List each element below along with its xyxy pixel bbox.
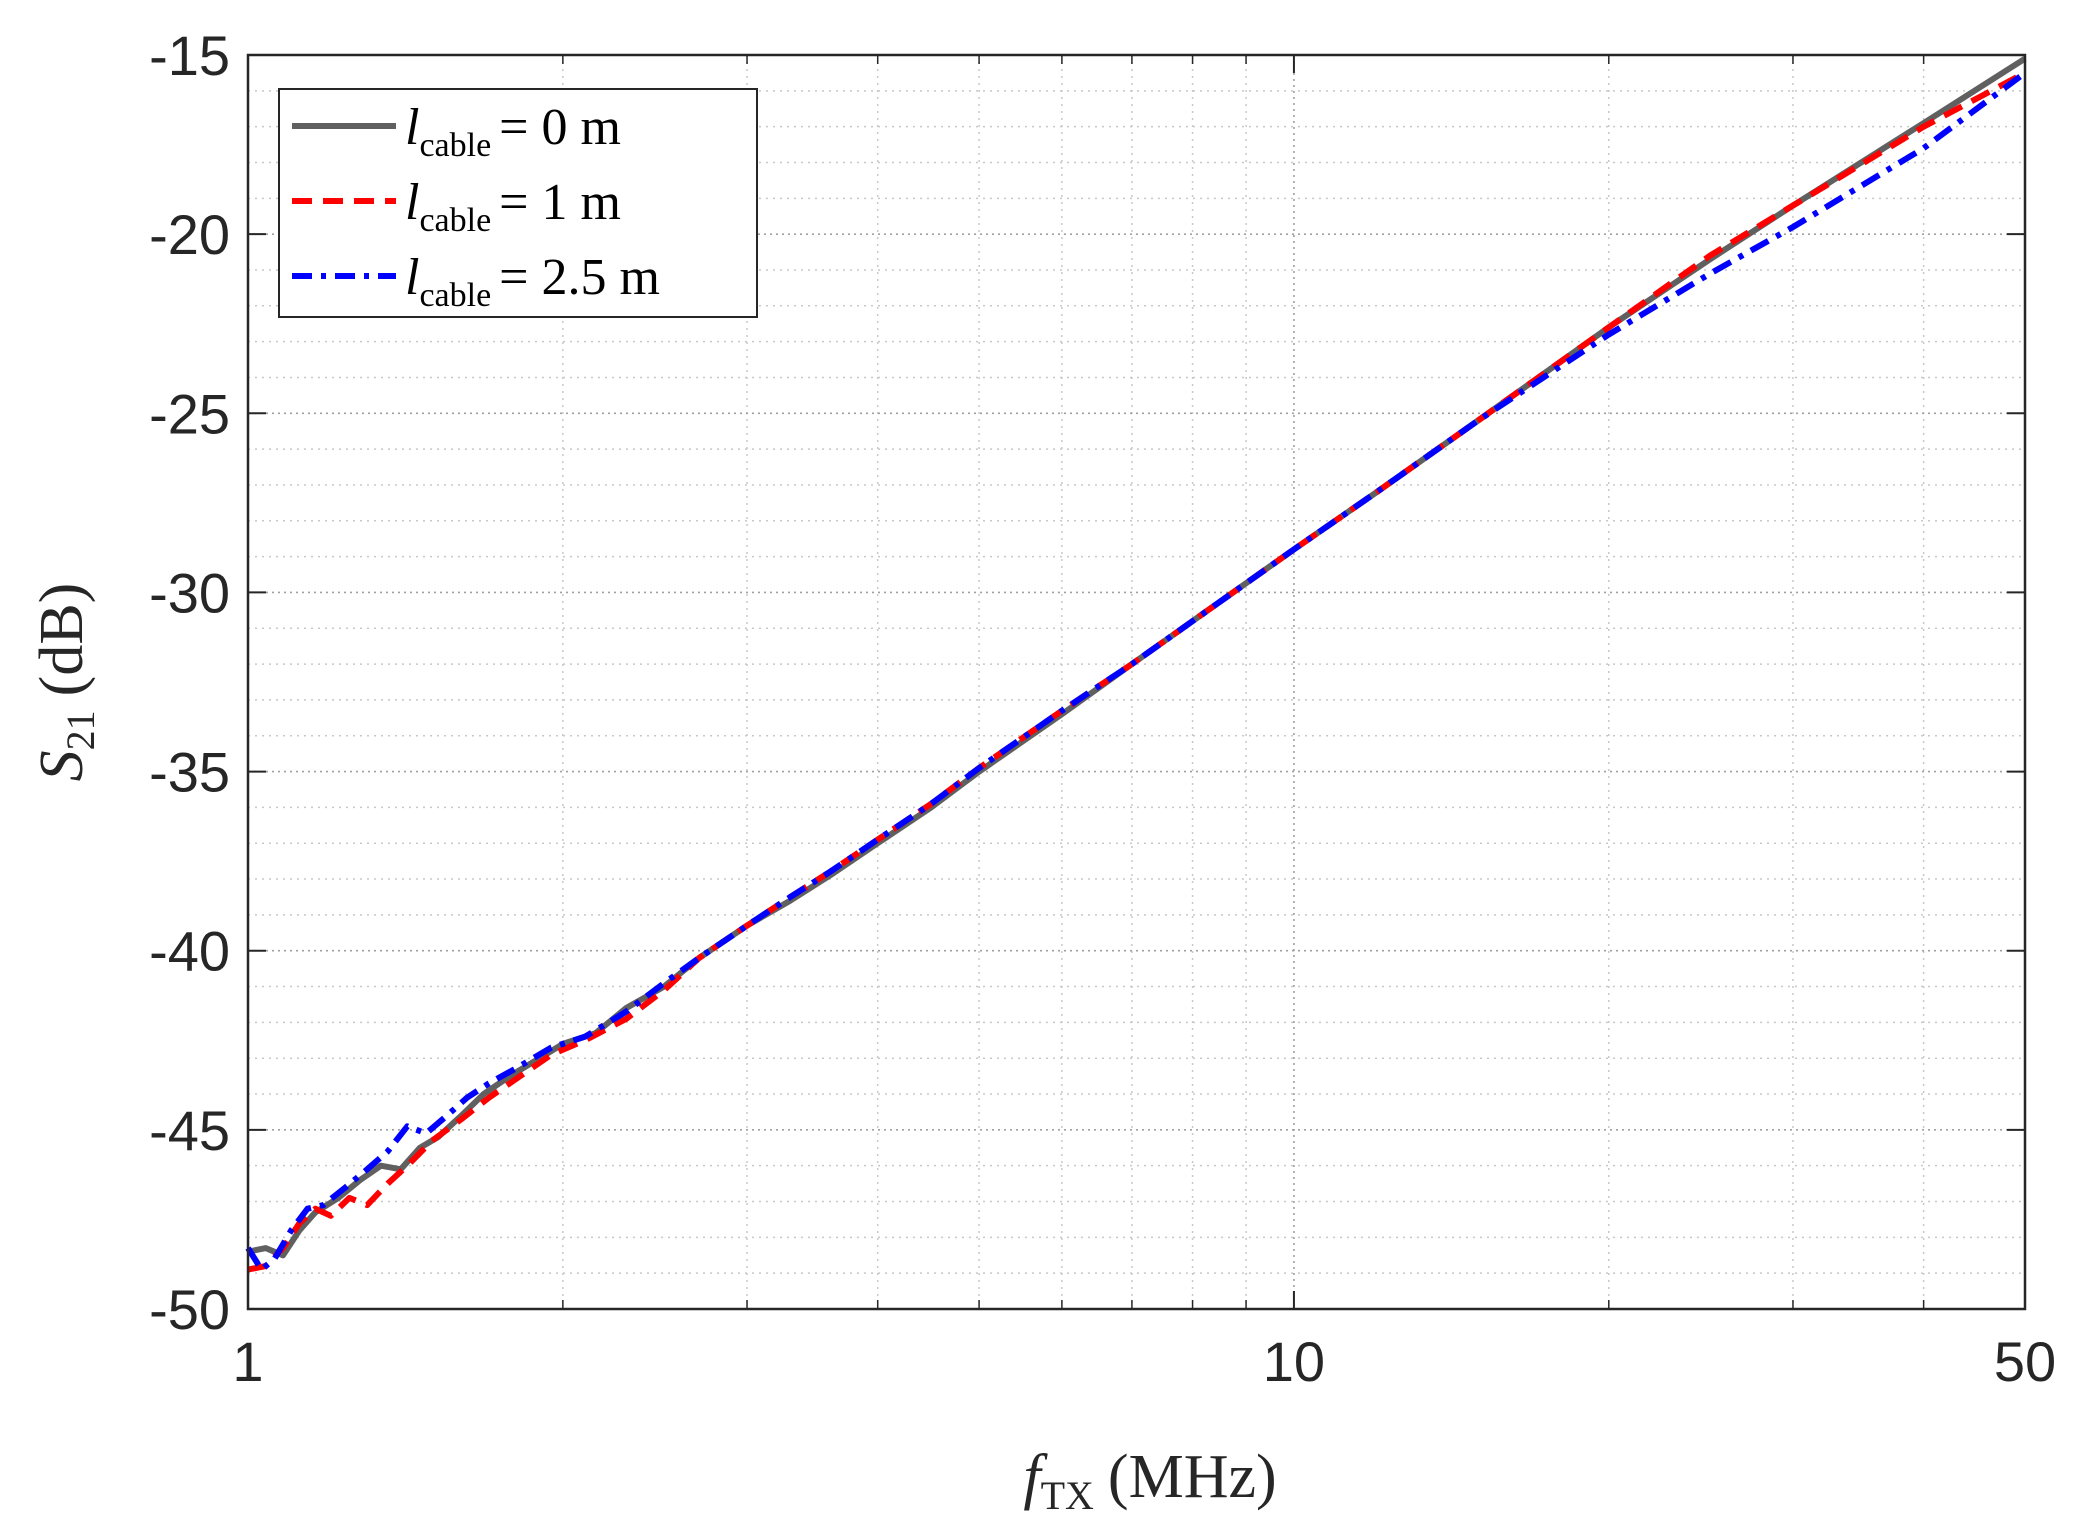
legend-entry-2-sub: cable <box>419 277 491 314</box>
legend-entry-0: lcable = 0 m <box>405 99 621 164</box>
x-axis-title-unit: (MHz) <box>1108 1443 1277 1511</box>
legend-entry-1-sub: cable <box>419 202 491 239</box>
legend-entry-2-rest: = 2.5 m <box>499 249 660 306</box>
y-tick-label: -40 <box>149 920 230 983</box>
legend: lcable = 0 m lcable = 1 m lcable = 2.5 m <box>278 88 758 318</box>
legend-entry-2: lcable = 2.5 m <box>405 249 660 314</box>
legend-entry-0-sub: cable <box>419 127 491 164</box>
x-tick-label: 1 <box>232 1330 263 1393</box>
legend-entry-1-main: l <box>405 174 419 231</box>
y-axis-title-main: S <box>28 750 96 781</box>
plot-frame <box>246 53 2027 1311</box>
y-tick-label: -25 <box>149 382 230 445</box>
legend-entry-0-main: l <box>405 99 419 156</box>
legend-entry-2-main: l <box>405 249 419 306</box>
tick-labels: 1 10 50 -50 -45 -40 -35 -30 -25 -20 -15 <box>149 24 2056 1393</box>
x-axis-title-sub: TX <box>1041 1473 1094 1518</box>
y-tick-label: -15 <box>149 24 230 87</box>
y-tick-label: -35 <box>149 741 230 804</box>
y-tick-label: -50 <box>149 1278 230 1341</box>
legend-entry-1-rest: = 1 m <box>499 174 621 231</box>
series-line-1 <box>247 70 2027 1273</box>
x-axis-title: fTX (MHz) <box>1023 1443 1276 1518</box>
y-axis-title-sub: 21 <box>58 710 103 750</box>
legend-entry-0-rest: = 0 m <box>499 99 621 156</box>
series-line-2 <box>245 70 2027 1273</box>
series-layer <box>245 56 2027 1273</box>
legend-entry-1: lcable = 1 m <box>405 174 621 239</box>
y-tick-label: -30 <box>149 561 230 624</box>
y-tick-label: -45 <box>149 1099 230 1162</box>
x-tick-label: 10 <box>1263 1330 1325 1393</box>
x-tick-label: 50 <box>1994 1330 2056 1393</box>
axis-ticks <box>247 54 2026 1310</box>
y-tick-label: -20 <box>149 203 230 266</box>
major-grid <box>248 55 2025 1309</box>
y-axis-title: S21 (dB) <box>28 583 103 782</box>
y-axis-title-unit: (dB) <box>28 583 96 697</box>
minor-grid <box>248 55 2025 1309</box>
